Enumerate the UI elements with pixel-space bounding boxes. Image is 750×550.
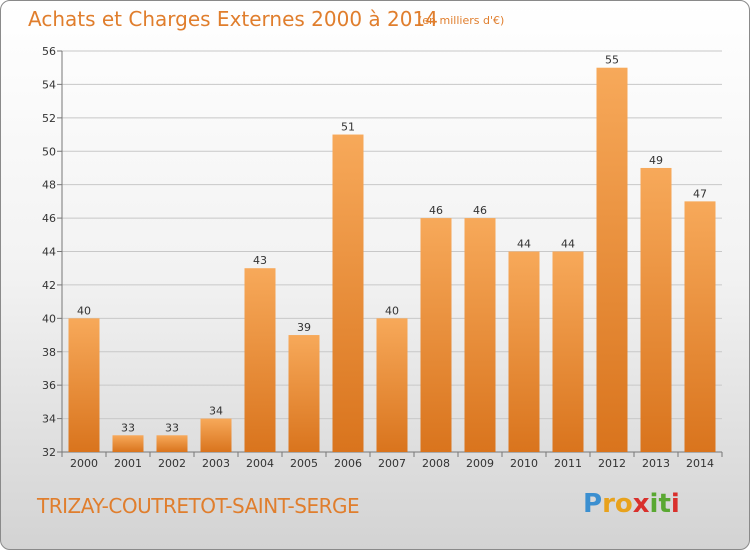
value-label-2014: 47 [693,187,707,200]
y-tick-label: 40 [42,312,56,325]
x-tick-label-2010: 2010 [510,457,538,470]
x-tick-label-2007: 2007 [378,457,406,470]
y-tick-label: 50 [42,145,56,158]
value-label-2005: 39 [297,321,311,334]
bar-2014 [684,201,716,452]
bar-2010 [508,251,540,452]
x-tick-label-2014: 2014 [686,457,714,470]
y-tick-label: 52 [42,112,56,125]
x-tick-label-2013: 2013 [642,457,670,470]
chart-title: Achats et Charges Externes 2000 à 2014 [28,7,438,31]
y-tick-label: 32 [42,446,56,459]
value-label-2010: 44 [517,238,531,251]
value-label-2011: 44 [561,238,575,251]
bar-2009 [464,218,496,452]
x-tick-label-2000: 2000 [70,457,98,470]
commune-name: TRIZAY-COUTRETOT-SAINT-SERGE [37,494,360,518]
logo-letter: P [583,489,603,519]
proxiti-logo[interactable]: Proxiti [583,489,680,519]
logo-letter: t [658,489,671,519]
y-tick-label: 34 [42,413,56,426]
x-tick-label-2002: 2002 [158,457,186,470]
x-tick-label-2004: 2004 [246,457,274,470]
value-label-2008: 46 [429,204,443,217]
y-tick-label: 46 [42,212,56,225]
x-tick-label-2006: 2006 [334,457,362,470]
bar-2004 [244,268,276,452]
bar-2013 [640,167,672,453]
value-label-2000: 40 [77,304,91,317]
chart-subtitle: (en milliers d'€) [418,14,505,27]
value-label-2001: 33 [121,421,135,434]
value-label-2002: 33 [165,421,179,434]
bar-2012 [596,67,628,452]
y-tick-label: 44 [42,246,56,259]
value-label-2009: 46 [473,204,487,217]
bar-2006 [332,134,364,452]
y-tick-label: 36 [42,379,56,392]
value-label-2007: 40 [385,304,399,317]
y-tick-label: 38 [42,346,56,359]
bar-2003 [200,418,232,452]
value-label-2003: 34 [209,405,223,418]
bar-2011 [552,251,584,452]
bar-2001 [112,435,144,452]
x-tick-label-2009: 2009 [466,457,494,470]
x-tick-label-2005: 2005 [290,457,318,470]
bar-2005 [288,335,320,452]
value-label-2004: 43 [253,254,267,267]
x-tick-label-2011: 2011 [554,457,582,470]
x-tick-label-2001: 2001 [114,457,142,470]
x-tick-label-2003: 2003 [202,457,230,470]
bar-2000 [68,318,100,452]
bar-2002 [156,435,188,452]
x-tick-label-2012: 2012 [598,457,626,470]
value-label-2012: 55 [605,54,619,67]
y-tick-label: 48 [42,179,56,192]
value-label-2013: 49 [649,154,663,167]
logo-letter: r [602,489,615,519]
logo-letter: i [649,489,659,519]
bar-2008 [420,218,452,452]
y-tick-label: 42 [42,279,56,292]
logo-letter: i [670,489,680,519]
value-label-2006: 51 [341,121,355,134]
logo-letter: o [614,489,633,519]
bar-2007 [376,318,408,452]
x-tick-label-2008: 2008 [422,457,450,470]
y-tick-label: 54 [42,78,56,91]
logo-letter: x [632,489,650,519]
y-tick-label: 56 [42,45,56,58]
